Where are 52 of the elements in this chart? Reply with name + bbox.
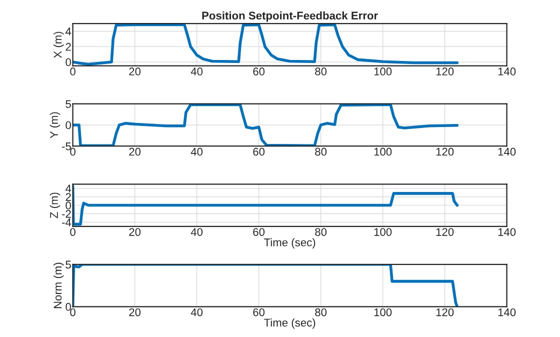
x-tick-label: 120 [436,148,454,156]
x-tick-label: 20 [129,228,141,236]
chart-title: Position Setpoint-Feedback Error [202,11,378,22]
x-tick-label: 80 [315,228,327,236]
x-tick-label: 120 [436,228,454,236]
line-series [72,184,459,226]
y-tick-label: -2 [62,210,71,218]
x-tick-label: 100 [374,68,392,76]
y-tick-label: 0 [66,202,71,210]
x-tick-label: 120 [436,68,454,76]
x-tick-label: 100 [374,228,392,236]
x-tick-label: 60 [253,68,265,76]
line-series [72,24,459,66]
x-tick-label: 40 [190,308,203,316]
x-tick-label: 20 [129,148,141,156]
x-tick-label: 60 [253,148,265,156]
y-tick-label: -4 [62,218,72,226]
x-tick-label: 40 [190,228,203,236]
x-tick-label: 140 [498,68,516,76]
line-series [72,264,459,307]
x-tick-label: 100 [374,148,392,156]
y-tick-label: 4 [65,28,72,36]
x-axis-title: Time (sec) [264,238,316,248]
x-tick-label: 40 [190,148,203,156]
x-tick-label: 100 [374,308,392,316]
x-tick-label: 60 [253,228,265,236]
y-tick-label: 5 [66,100,71,108]
y-tick-label: 0 [66,302,71,311]
y-tick-label: 5 [66,260,71,269]
y-tick-label: 4 [65,184,72,192]
x-tick-label: 20 [129,308,141,316]
x-tick-label: 140 [498,308,516,316]
x-axis-title: Time (sec) [264,318,316,329]
y-tick-label: -5 [62,142,71,150]
x-tick-label: 40 [190,68,203,76]
x-tick-label: 120 [436,308,454,316]
y-tick-label: 0 [66,121,71,130]
y-axis-title: Norm (m) [53,262,64,308]
y-axis-title: Z (m) [50,192,60,218]
x-tick-label: 140 [498,228,516,236]
x-tick-label: 20 [129,68,141,76]
x-tick-label: 80 [315,68,327,76]
line-series [72,104,459,146]
x-tick-label: 80 [315,308,327,316]
y-tick-label: 2 [66,42,71,51]
x-tick-label: 140 [498,148,516,156]
y-axis-title: X (m) [53,32,64,58]
x-tick-label: 60 [253,308,265,316]
y-tick-label: 2 [66,193,71,201]
x-tick-label: 80 [315,148,327,156]
y-tick-label: 0 [66,58,71,66]
y-axis-title: Y (m) [50,112,60,138]
